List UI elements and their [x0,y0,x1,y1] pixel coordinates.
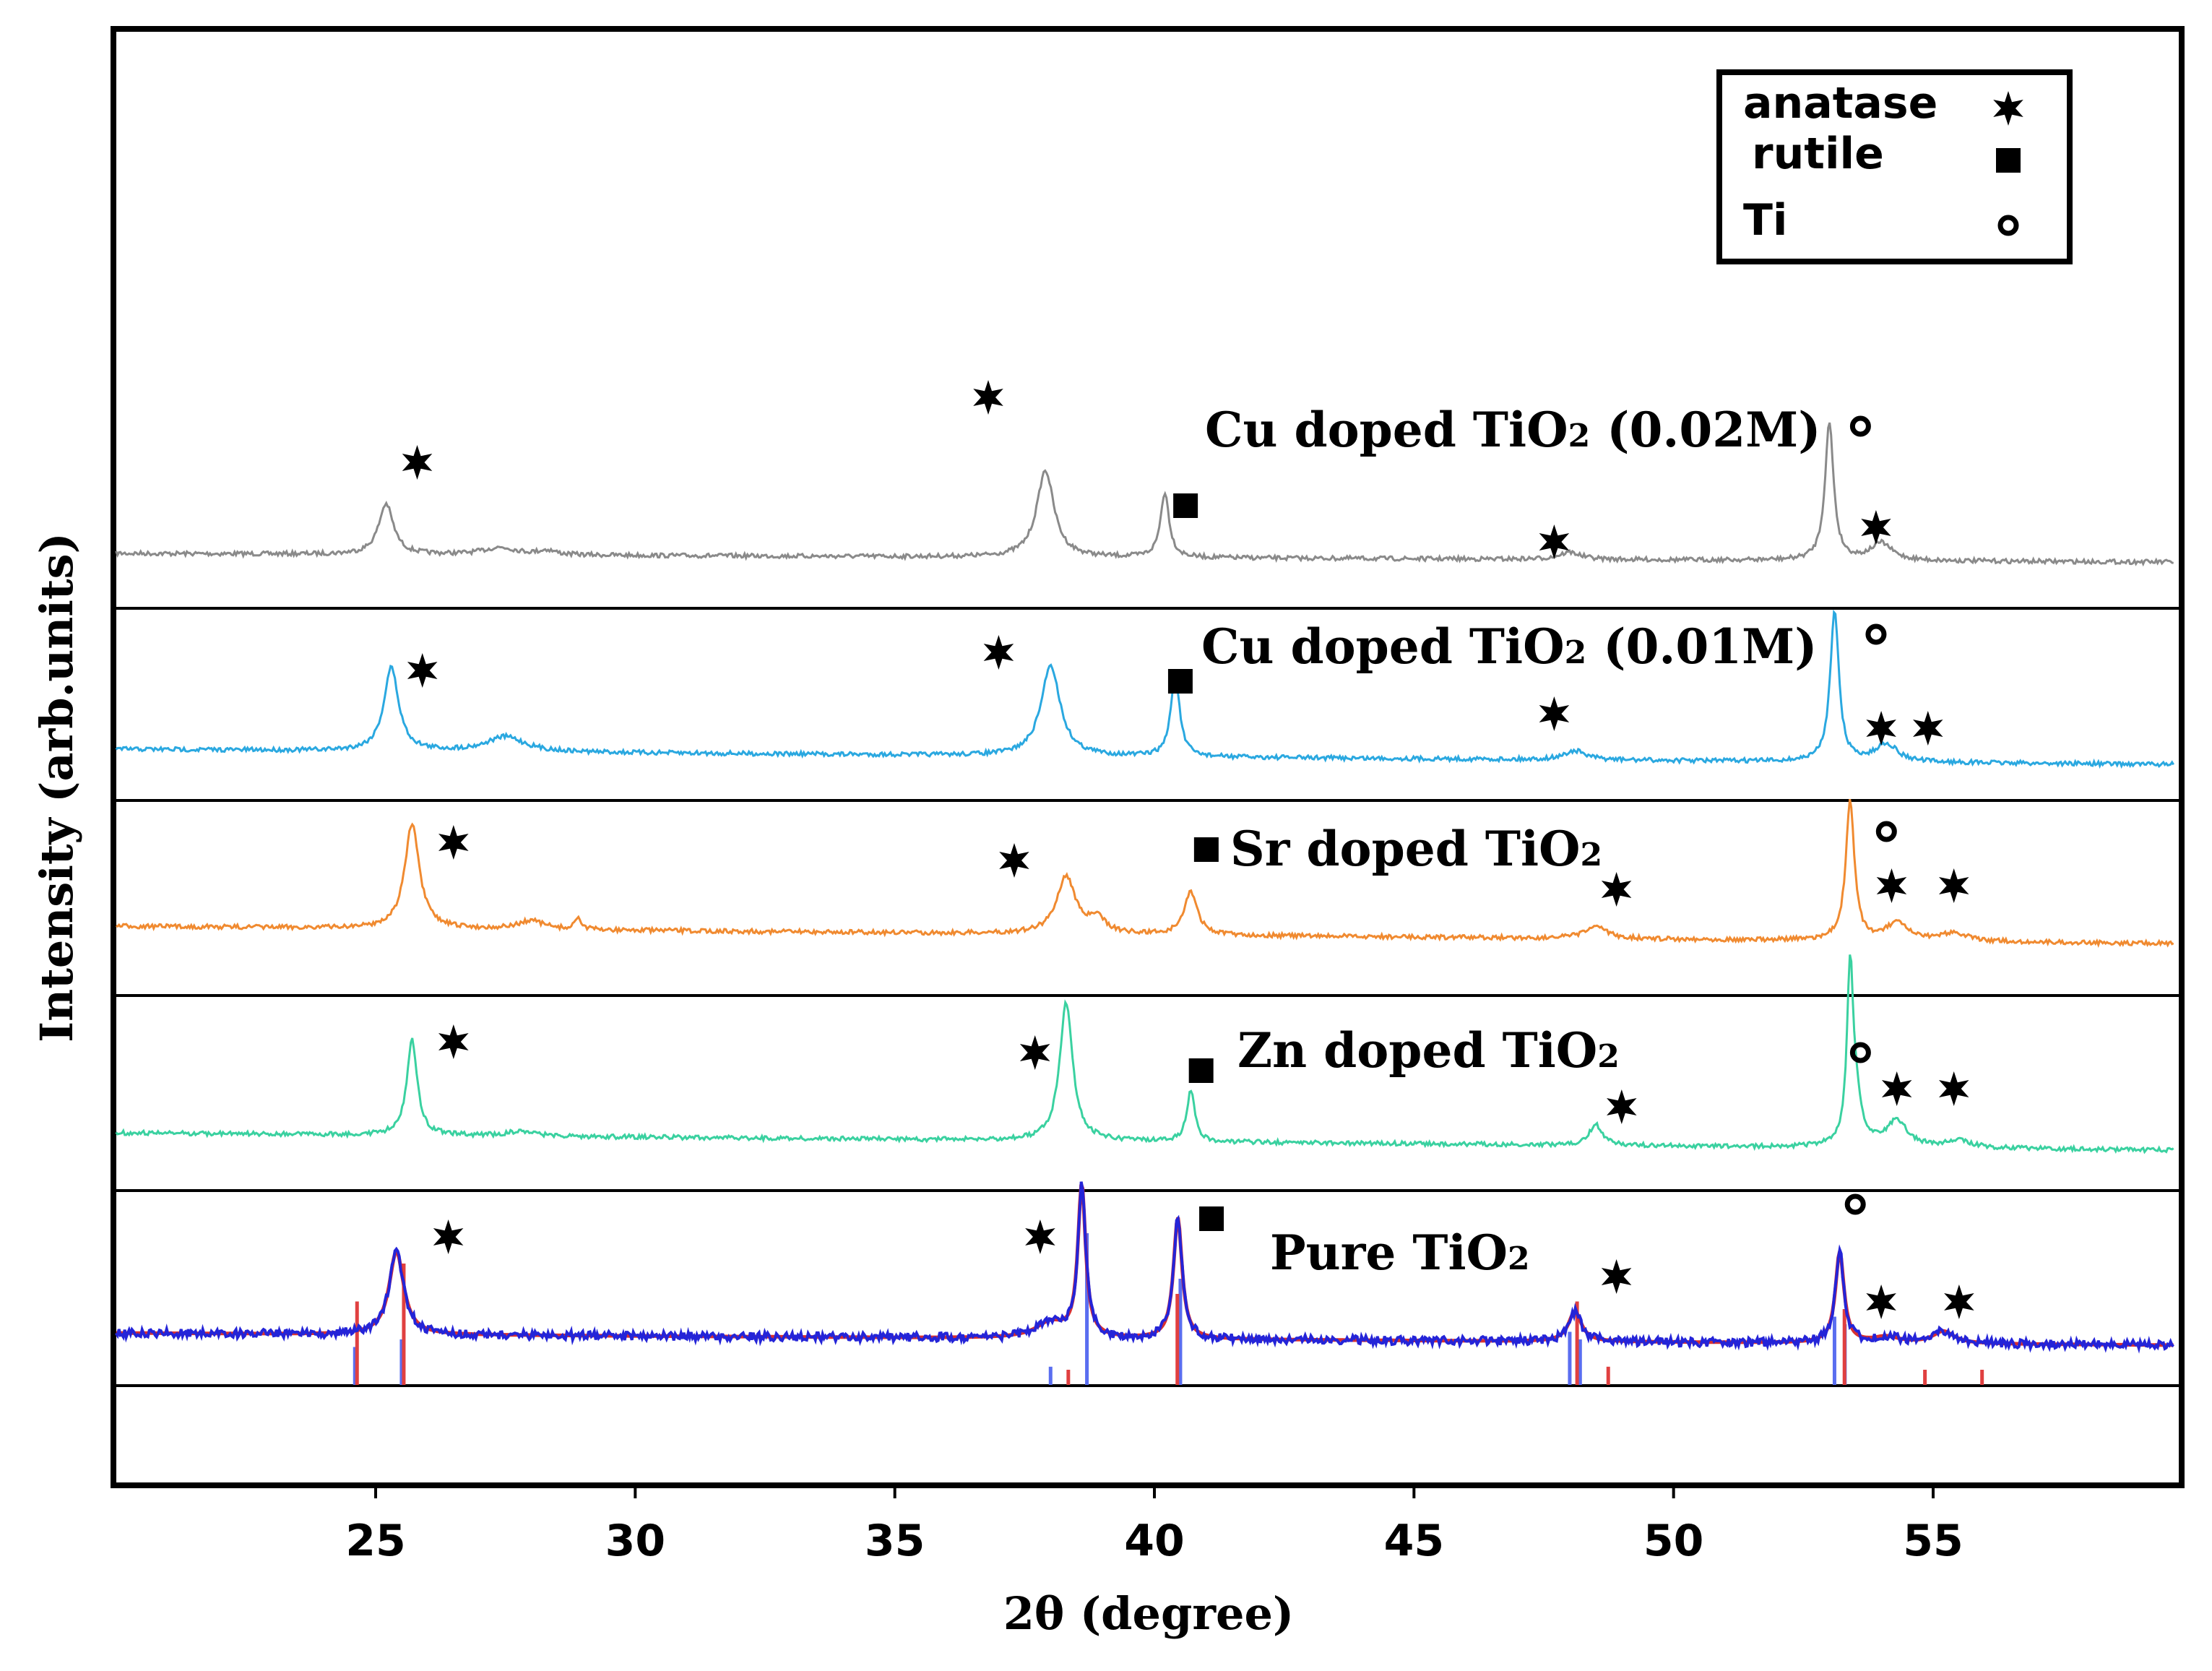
peak-marker-circle [1849,1042,1871,1063]
panel-2: Cu doped TiO2 (0.01M) [115,609,2174,769]
peak-marker-circle [1875,821,1897,842]
series-label: Pure TiO2 [1270,1225,1530,1281]
peak-marker-star [438,1024,469,1059]
y-axis-title: Intensity (arb.units) [30,532,83,1042]
legend-label-anatase: anatase [1743,78,1937,129]
peak-marker-star [1876,868,1907,903]
peak-marker-star [1881,1071,1912,1106]
series-label: Cu doped TiO2 (0.02M) [1205,402,1820,458]
peak-marker-star [1607,1089,1637,1124]
legend-markers [1993,91,2023,236]
plot-frame [111,26,2185,1488]
panels: Cu doped TiO2 (0.02M)Cu doped TiO2 (0.01… [115,380,2174,1385]
peak-marker-star [407,653,438,688]
series-line [115,1181,2174,1354]
legend-label-ti: Ti [1743,195,1788,246]
peak-marker-star [1939,868,1969,903]
x-tick-label: 25 [345,1516,406,1566]
legend-marker-star [1993,91,2023,126]
x-tick-label: 55 [1903,1516,1963,1566]
panel-1: Cu doped TiO2 (0.02M) [115,380,2174,567]
series-label-sub: 2 [1568,418,1591,454]
fit-curve [116,1183,2174,1347]
x-axis-title: 2θ (degree) [1003,1587,1294,1640]
legend-label-rutile: rutile [1752,129,1884,179]
series-line [115,954,2174,1154]
series-label-sub: 2 [1508,1240,1530,1277]
x-tick-label: 50 [1643,1516,1704,1566]
series-label-sub: 2 [1597,1038,1620,1075]
series-label-tail: (0.01M) [1586,618,1817,675]
x-tick-label: 35 [865,1516,925,1566]
x-axis-ticks: 25 30 35 40 45 50 55 [345,1485,1963,1566]
panel-5: Pure TiO2 [115,1181,2174,1385]
x-tick-label: 30 [605,1516,666,1566]
peak-marker-star [1019,1035,1050,1070]
series-label: Cu doped TiO2 (0.01M) [1201,618,1817,675]
peak-marker-star [1601,872,1632,907]
peak-marker-star [999,843,1029,878]
peak-marker-circle [1849,415,1871,437]
peak-marker-star [1913,711,1943,746]
legend-marker-circle [1997,215,2019,236]
peak-marker-square [1173,493,1198,518]
series-label: Zn doped TiO2 [1237,1022,1620,1079]
series-line [116,798,2174,949]
peak-marker-square [1188,1058,1214,1083]
series-label: Sr doped TiO2 [1230,821,1602,877]
series-label-sub: 2 [1581,837,1603,873]
x-tick-label: 45 [1384,1516,1445,1566]
series-label-main: Pure TiO [1270,1225,1508,1281]
legend: anatase rutile Ti [1716,69,2073,264]
series-label-main: Zn doped TiO [1237,1022,1597,1079]
panel-dividers [113,607,2182,1387]
peak-marker-square [1167,669,1193,694]
peak-marker-star [1944,1284,1974,1319]
peak-marker-star [1601,1259,1632,1294]
series-label-tail: (0.02M) [1590,402,1820,458]
peak-marker-star [1025,1219,1055,1254]
peak-marker-circle [1844,1193,1866,1215]
peak-marker-star [1866,1284,1896,1319]
peak-marker-star [973,380,1003,415]
peak-marker-star [983,635,1014,670]
peak-marker-square [1193,837,1219,862]
series-line [115,422,2174,567]
panel-3: Sr doped TiO2 [116,798,2174,949]
peak-marker-star [1861,510,1891,545]
peak-marker-star [1866,711,1896,746]
series-label-sub: 2 [1565,634,1587,671]
peak-marker-star [1539,696,1570,731]
peak-marker-star [438,825,469,860]
peak-marker-circle [1865,623,1887,645]
peak-marker-star [1939,1071,1969,1106]
peak-marker-star [402,445,433,480]
panel-4: Zn doped TiO2 [115,954,2174,1154]
peak-marker-star [433,1219,464,1254]
x-tick-label: 40 [1124,1516,1185,1566]
peak-marker-square [1199,1206,1224,1231]
series-label-main: Cu doped TiO [1201,618,1565,675]
peak-marker-star [1539,524,1570,559]
series-label-main: Sr doped TiO [1230,821,1581,877]
series-label-main: Cu doped TiO [1205,402,1568,458]
legend-marker-square [1996,148,2021,173]
series-line [115,609,2174,769]
